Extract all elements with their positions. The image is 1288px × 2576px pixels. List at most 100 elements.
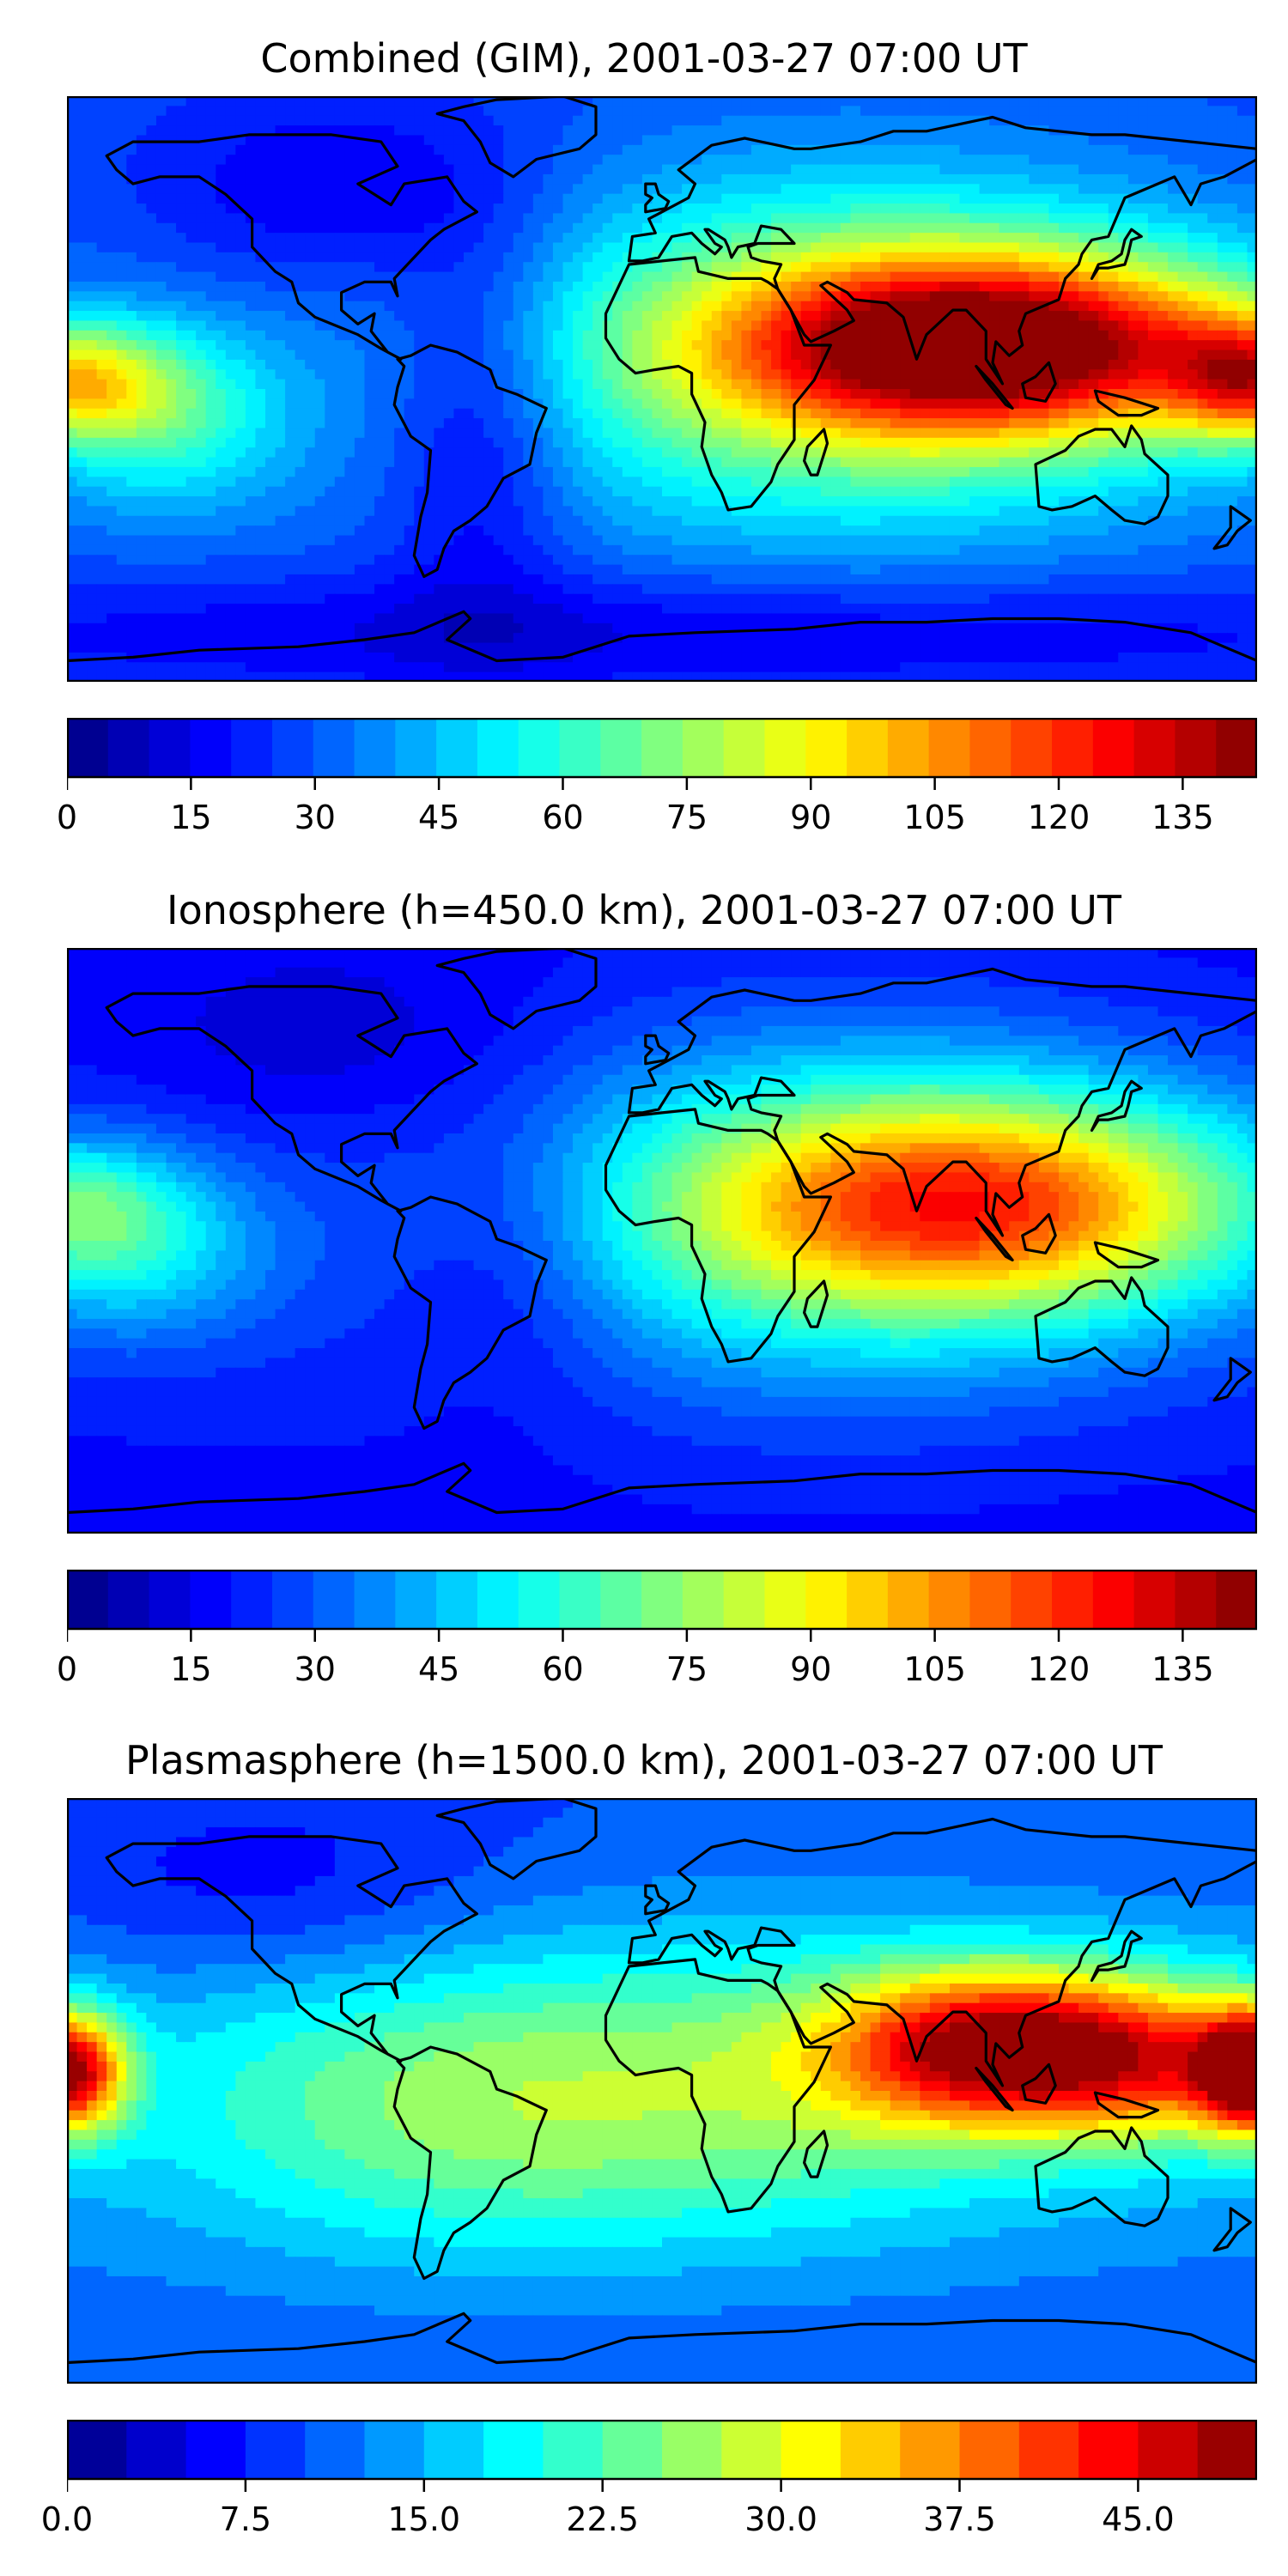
colorbar-segment	[149, 1570, 191, 1630]
colorbar-segment	[682, 1570, 725, 1630]
africa-outline	[604, 1958, 833, 2214]
colorbar-tick-label: 37.5	[874, 2500, 1046, 2538]
new-guinea-outline	[1093, 1241, 1160, 1269]
colorbar-segment	[600, 1570, 642, 1630]
uk-outline	[644, 1884, 671, 1916]
south-america-outline	[392, 1195, 548, 1431]
borneo-outline	[1021, 1212, 1057, 1255]
colorbar-plasmasphere	[67, 2420, 1257, 2492]
colorbar-tick-label: 7.5	[160, 2500, 331, 2538]
coastlines	[67, 1798, 1257, 2384]
colorbar-tick-label: 45	[353, 799, 525, 836]
colorbar-frame	[67, 718, 1257, 779]
colorbar-segment	[126, 2420, 187, 2480]
colorbar-segment	[477, 1570, 519, 1630]
colorbar-segment	[928, 1570, 971, 1630]
eurasia-outline	[627, 967, 1257, 1237]
colorbar-segment	[840, 2420, 901, 2480]
colorbar-segment	[1138, 2420, 1199, 2480]
colorbar-segment	[107, 1570, 150, 1630]
colorbar-segment	[721, 2420, 782, 2480]
colorbar-segment	[559, 1570, 601, 1630]
colorbar-tick-label: 0	[0, 799, 153, 836]
north-america-outline	[105, 1835, 478, 2063]
colorbar-segment	[600, 718, 642, 778]
colorbar-segment	[518, 1570, 561, 1630]
colorbar-segment	[271, 718, 314, 778]
colorbar-segment	[805, 718, 848, 778]
colorbar-tick-label: 0	[0, 1650, 153, 1688]
greenland-outline	[435, 96, 598, 179]
panel-title-ionosphere: Ionosphere (h=450.0 km), 2001-03-27 07:0…	[0, 886, 1288, 934]
colorbar-tick-label: 105	[849, 799, 1021, 836]
colorbar-segment	[67, 2420, 127, 2480]
colorbar-tick-label: 135	[1097, 1650, 1268, 1688]
colorbar-segment	[781, 2420, 841, 2480]
colorbar-segment	[107, 718, 150, 778]
africa-outline	[604, 1108, 833, 1364]
colorbar-segment	[1216, 718, 1257, 778]
japan-outline	[1090, 228, 1143, 280]
colorbar-segment	[245, 2420, 306, 2480]
sumatra-outline	[975, 1216, 1014, 1262]
colorbar-tick-label: 15.0	[338, 2500, 510, 2538]
colorbar-segment	[900, 2420, 961, 2480]
field-cells	[67, 948, 1257, 1534]
colorbar-combined	[67, 718, 1257, 790]
colorbar-segment	[887, 1570, 930, 1630]
colorbar-segment	[436, 718, 478, 778]
colorbar-segment	[723, 718, 766, 778]
colorbar-segment	[354, 1570, 396, 1630]
colorbar-tick-label: 75	[601, 799, 773, 836]
colorbar-tick-label: 45	[353, 1650, 525, 1688]
uk-outline	[644, 1034, 671, 1066]
colorbar-segment	[682, 718, 725, 778]
colorbar-tick-label: 60	[477, 1650, 649, 1688]
colorbar-segment	[959, 2420, 1020, 2480]
colorbar-tick-label: 30.0	[696, 2500, 867, 2538]
borneo-outline	[1021, 361, 1057, 403]
colorbar-segment	[67, 718, 109, 778]
colorbar-segment	[395, 1570, 437, 1630]
sumatra-outline	[975, 364, 1014, 410]
new-zealand-outline	[1212, 2207, 1252, 2252]
colorbar-segment	[969, 718, 1012, 778]
colorbar-tick-label: 120	[973, 799, 1145, 836]
colorbar-segment	[231, 1570, 273, 1630]
colorbar-tick-label: 45.0	[1052, 2500, 1224, 2538]
colorbar-segment	[271, 1570, 314, 1630]
south-america-outline	[392, 343, 548, 579]
madagascar-outline	[802, 428, 829, 477]
colorbar-segment	[231, 718, 273, 778]
colorbar-segment	[313, 718, 355, 778]
colorbar-segment	[847, 718, 889, 778]
colorbar-tick-label: 0.0	[0, 2500, 153, 2538]
map-frame	[67, 948, 1257, 1534]
colorbar-tick-label: 90	[725, 799, 896, 836]
colorbar-tick-label: 60	[477, 799, 649, 836]
colorbar-segment	[641, 718, 683, 778]
colorbar-segment	[969, 1570, 1012, 1630]
field-cells	[67, 1798, 1257, 2384]
colorbar-ticks-combined: 0 15 30 45 60 75 90 105 120 135	[57, 799, 1257, 841]
colorbar-segment	[641, 1570, 683, 1630]
colorbar-segment	[190, 1570, 232, 1630]
colorbar-tick-label: 22.5	[517, 2500, 689, 2538]
colorbar-segment	[313, 1570, 355, 1630]
colorbar-segment	[1052, 718, 1094, 778]
sumatra-outline	[975, 2066, 1014, 2112]
colorbar-segment	[764, 718, 806, 778]
colorbar-segment	[395, 718, 437, 778]
colorbar-segment	[887, 718, 930, 778]
colorbar-segment	[483, 2420, 544, 2480]
japan-outline	[1090, 1079, 1143, 1132]
colorbar-segment	[354, 718, 396, 778]
colorbar-segment	[764, 1570, 806, 1630]
north-america-outline	[105, 133, 478, 361]
colorbar-frame	[67, 2420, 1257, 2481]
colorbar-segment	[847, 1570, 889, 1630]
map-combined	[67, 96, 1257, 682]
colorbar-segment	[1175, 718, 1217, 778]
antarctica-outline	[67, 2312, 1257, 2384]
colorbar-tick-label: 90	[725, 1650, 896, 1688]
